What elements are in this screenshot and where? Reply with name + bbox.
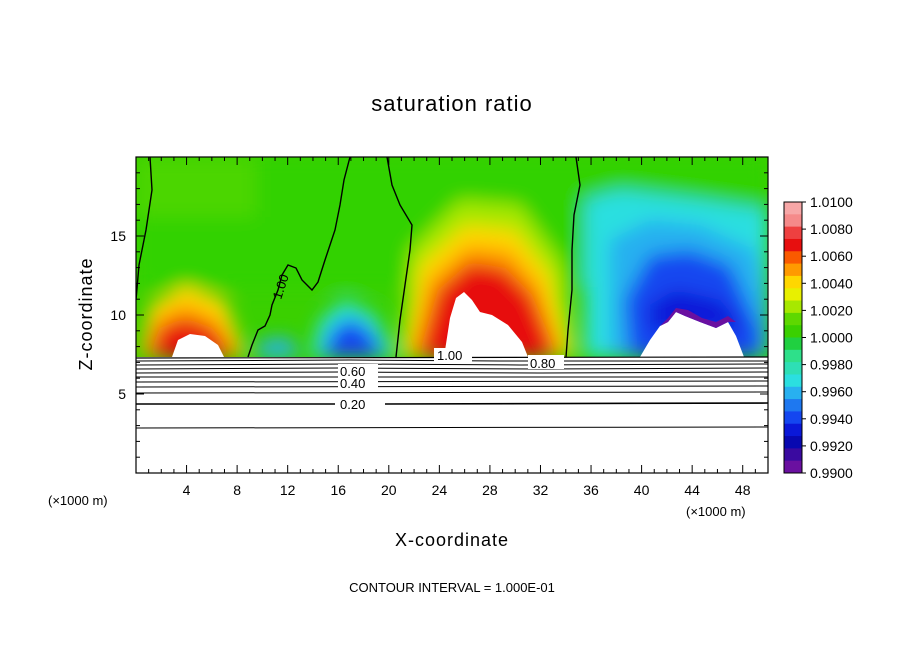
colorbar-swatch <box>784 275 802 289</box>
colorbar-swatch <box>784 263 802 277</box>
x-tick-label: 36 <box>583 482 599 498</box>
x-axis-label: X-coordinate <box>395 530 509 550</box>
contour-labels: 1.00 1.00 0.80 0.60 0.40 0.20 <box>270 272 564 412</box>
colorbar-label: 1.0040 <box>810 275 853 291</box>
colorbar-swatch <box>784 325 802 338</box>
x-tick-label: 20 <box>381 482 397 498</box>
colorbar-swatch <box>784 349 802 363</box>
contour-label-0-20: 0.20 <box>340 397 365 412</box>
axis-ticks <box>136 157 768 473</box>
x-tick-labels: 4 8 12 16 20 24 28 32 36 40 44 48 <box>183 482 751 498</box>
colorbar-label: 0.9900 <box>810 465 853 481</box>
colorbar-swatch <box>784 337 802 351</box>
colorbar-label: 1.0080 <box>810 221 853 237</box>
y-tick-labels: 5 10 15 <box>110 228 126 402</box>
x-tick-label: 4 <box>183 482 191 498</box>
colorbar-swatch <box>784 374 802 388</box>
y-tick-label: 5 <box>118 386 126 402</box>
colorbar-label: 0.9980 <box>810 357 853 373</box>
x-tick-label: 24 <box>432 482 448 498</box>
colorbar-label: 0.9960 <box>810 384 853 400</box>
colorbar-swatch <box>784 399 802 412</box>
contour-label-0-60: 0.60 <box>340 364 365 379</box>
contour-label-0-40: 0.40 <box>340 376 365 391</box>
x-tick-label: 40 <box>634 482 650 498</box>
y-tick-label: 10 <box>110 307 126 323</box>
x-tick-label: 28 <box>482 482 498 498</box>
contour-label-1-00-upper: 1.00 <box>270 272 292 301</box>
colorbar-swatch <box>784 460 802 474</box>
x-tick-label: 16 <box>330 482 346 498</box>
x-scale-note-left: (×1000 m) <box>48 493 108 508</box>
colorbar-swatch <box>784 423 802 437</box>
colorbar-label: 1.0060 <box>810 248 853 264</box>
colorbar-swatch <box>784 386 802 400</box>
x-tick-label: 12 <box>280 482 296 498</box>
colorbar-swatch <box>784 312 802 326</box>
contour-fill <box>136 157 768 357</box>
colorbar-swatch <box>784 300 802 314</box>
colorbar-label: 1.0100 <box>810 194 853 210</box>
y-axis-label: Z-coordinate <box>76 257 96 370</box>
colorbar-swatch <box>784 362 802 375</box>
colorbar-swatch <box>784 238 802 252</box>
contour-interval-note: CONTOUR INTERVAL = 1.000E-01 <box>349 580 555 595</box>
x-tick-label: 8 <box>233 482 241 498</box>
contour-label-1-00: 1.00 <box>437 348 462 363</box>
y-tick-label: 15 <box>110 228 126 244</box>
chart-title: saturation ratio <box>371 91 533 116</box>
x-tick-label: 32 <box>533 482 549 498</box>
x-scale-note-right: (×1000 m) <box>686 504 746 519</box>
contour-lines-upper <box>136 157 581 357</box>
colorbar-label: 1.0000 <box>810 330 853 346</box>
x-tick-label: 48 <box>735 482 751 498</box>
colorbar-label: 1.0020 <box>810 302 853 318</box>
colorbar-swatch <box>784 251 802 265</box>
colorbar-swatch <box>784 288 802 302</box>
colorbar <box>783 201 806 474</box>
colorbar-swatch <box>784 202 802 215</box>
colorbar-label: 0.9940 <box>810 411 853 427</box>
contour-label-0-80: 0.80 <box>530 356 555 371</box>
colorbar-label: 0.9920 <box>810 438 853 454</box>
colorbar-swatch <box>784 226 802 240</box>
contour-lines-lower <box>135 356 769 429</box>
colorbar-swatch <box>784 436 802 449</box>
colorbar-labels: 1.0100 1.0080 1.0060 1.0040 1.0020 1.0000 0.99… <box>810 194 853 481</box>
colorbar-swatch <box>784 411 802 425</box>
colorbar-swatch <box>784 214 802 228</box>
colorbar-swatch <box>784 448 802 462</box>
x-tick-label: 44 <box>684 482 700 498</box>
